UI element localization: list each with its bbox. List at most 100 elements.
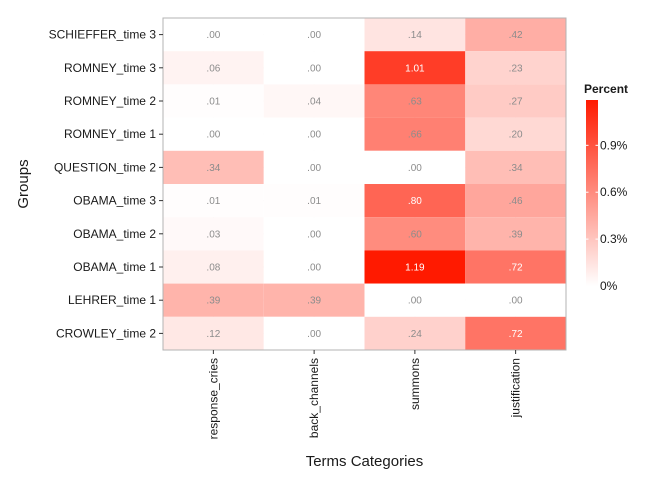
- cell-value-label: .00: [307, 163, 321, 174]
- cell-value-label: .39: [509, 229, 523, 240]
- heatmap-cell: [163, 316, 264, 350]
- heatmap-cell: [263, 150, 365, 184]
- heatmap-cell: [465, 117, 566, 151]
- heatmap-cell: [263, 283, 365, 317]
- heatmap-cell: [364, 51, 466, 85]
- heatmap-cell: [364, 117, 466, 151]
- cell-value-label: .34: [206, 163, 220, 174]
- heatmap-cell: [364, 184, 466, 218]
- cell-value-label: .72: [509, 329, 523, 340]
- heatmap-cell: [163, 117, 264, 151]
- legend-tick-label: 0.6%: [600, 185, 628, 199]
- heatmap-cell: [263, 316, 365, 350]
- heatmap-cell: [364, 316, 466, 350]
- heatmap-cell: [263, 217, 365, 251]
- y-axis: SCHIEFFER_time 3 ROMNEY_time 3 ROMNEY_time…: [49, 28, 163, 340]
- y-tick-label: OBAMA_time 3: [73, 194, 156, 208]
- heatmap-cell: [364, 283, 466, 317]
- heatmap-cell: [163, 184, 264, 218]
- cell-value-label: .00: [307, 130, 321, 141]
- cell-value-label: .46: [509, 196, 523, 207]
- y-tick-label: CROWLEY_time 2: [56, 326, 156, 340]
- heatmap-cell: [263, 51, 365, 85]
- legend: Percent 0% 0.3% 0.6% 0.9%: [584, 82, 628, 293]
- cell-value-label: .00: [307, 63, 321, 74]
- legend-title: Percent: [584, 82, 628, 96]
- y-tick-label: QUESTION_time 2: [54, 160, 156, 174]
- heatmap-cell: [163, 84, 264, 118]
- cell-value-label: .39: [307, 296, 321, 307]
- cell-value-label: .12: [206, 329, 220, 340]
- legend-color-bar: [586, 100, 598, 286]
- heatmap-cells: .00 .00 .14 .42 .06 .00 1.01 .23 .01 .04 .63 .27 .00…: [163, 18, 566, 350]
- legend-tick-label: 0.9%: [600, 138, 628, 152]
- cell-value-label: .24: [408, 329, 422, 340]
- x-tick-label: summons: [408, 358, 422, 410]
- legend-tick-label: 0.3%: [600, 232, 628, 246]
- cell-value-label: .00: [307, 263, 321, 274]
- cell-value-label: 1.19: [405, 263, 425, 274]
- y-tick-label: OBAMA_time 2: [73, 227, 156, 241]
- x-axis: response_cries back_channels summons justif…: [206, 350, 523, 439]
- heatmap-cell: [465, 184, 566, 218]
- cell-value-label: .00: [206, 130, 220, 141]
- heatmap-cell: [163, 51, 264, 85]
- cell-value-label: .80: [408, 196, 422, 207]
- cell-value-label: .00: [307, 329, 321, 340]
- cell-value-label: .72: [509, 263, 523, 274]
- cell-value-label: .00: [307, 229, 321, 240]
- y-tick-label: ROMNEY_time 3: [64, 61, 156, 75]
- cell-value-label: .20: [509, 130, 523, 141]
- cell-value-label: .00: [408, 296, 422, 307]
- heatmap-cell: [465, 283, 566, 317]
- heatmap-cell: [163, 150, 264, 184]
- cell-value-label: .03: [206, 229, 220, 240]
- cell-value-label: .60: [408, 229, 422, 240]
- y-tick-label: LEHRER_time 1: [68, 293, 156, 307]
- cell-value-label: .14: [408, 30, 422, 41]
- cell-value-label: .00: [307, 30, 321, 41]
- heatmap-cell: [263, 184, 365, 218]
- cell-value-label: .34: [509, 163, 523, 174]
- heatmap-cell: [465, 150, 566, 184]
- cell-value-label: .04: [307, 97, 321, 108]
- cell-value-label: .08: [206, 263, 220, 274]
- heatmap-cell: [465, 18, 566, 52]
- heatmap-cell: [263, 84, 365, 118]
- cell-value-label: .01: [206, 97, 220, 108]
- heatmap-cell: [163, 217, 264, 251]
- y-tick-label: SCHIEFFER_time 3: [49, 28, 157, 42]
- heatmap-cell: [465, 51, 566, 85]
- plot-panel-border: [162, 17, 567, 351]
- heatmap-cell: [364, 150, 466, 184]
- heatmap-cell: [163, 283, 264, 317]
- heatmap-cell: [163, 18, 264, 52]
- x-tick-label: back_channels: [307, 358, 321, 438]
- cell-value-label: .01: [307, 196, 321, 207]
- y-tick-label: OBAMA_time 1: [73, 260, 156, 274]
- cell-value-label: .27: [509, 97, 523, 108]
- heatmap-cell: [263, 18, 365, 52]
- heatmap-cell: [263, 117, 365, 151]
- cell-value-label: .00: [509, 296, 523, 307]
- heatmap-cell: [364, 250, 466, 284]
- cell-value-label: .42: [509, 30, 523, 41]
- cell-value-label: .66: [408, 130, 422, 141]
- x-axis-title: Terms Categories: [306, 453, 424, 470]
- y-tick-label: ROMNEY_time 1: [64, 127, 156, 141]
- heatmap-cell: [364, 217, 466, 251]
- x-tick-label: response_cries: [206, 358, 220, 439]
- cell-value-label: 1.01: [405, 63, 425, 74]
- heatmap-cell: [465, 250, 566, 284]
- legend-tick-label: 0%: [600, 279, 618, 293]
- heatmap-cell: [263, 250, 365, 284]
- cell-value-label: .39: [206, 296, 220, 307]
- cell-value-label: .63: [408, 97, 422, 108]
- y-axis-title: Groups: [15, 159, 32, 208]
- heatmap-cell: [364, 84, 466, 118]
- y-tick-label: ROMNEY_time 2: [64, 94, 156, 108]
- cell-value-label: .00: [408, 163, 422, 174]
- cell-value-label: .00: [206, 30, 220, 41]
- heatmap-cell: [465, 84, 566, 118]
